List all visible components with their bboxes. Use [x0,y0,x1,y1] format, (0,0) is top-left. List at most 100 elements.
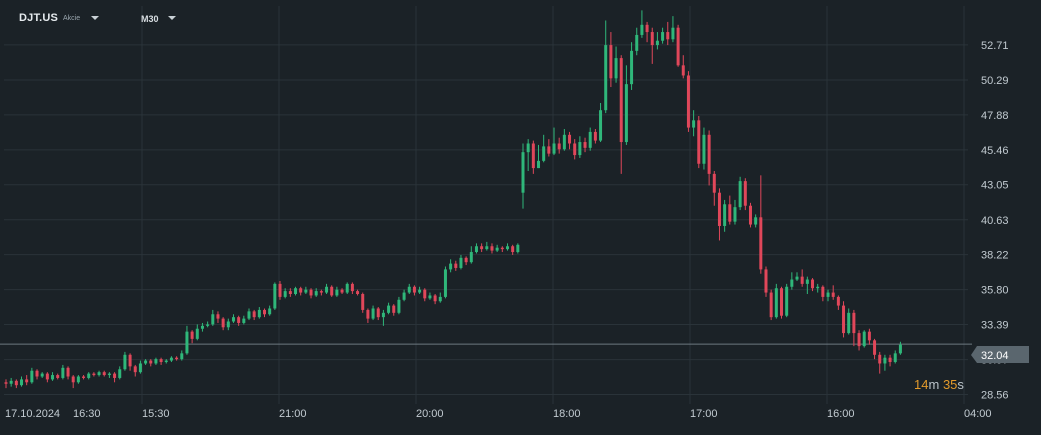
candle [816,283,820,293]
candle-body [242,318,246,323]
candle-body [697,120,701,164]
candle-body [655,40,659,46]
candle [273,282,277,310]
candle [190,330,194,344]
candle [66,366,70,380]
candle [485,241,489,251]
candle-body [795,276,799,280]
candle [149,359,153,367]
candle [118,366,122,380]
candle-body [361,294,365,310]
candle [340,288,344,295]
candle [407,283,411,295]
candle-body [754,217,758,225]
candle [371,305,375,321]
candle [314,288,318,297]
candle-body [356,291,360,295]
candle-body [190,331,194,339]
candle-body [526,143,530,153]
candle-body [381,312,385,318]
x-axis: 17.10.2024 16:30 15:30 21:00 20:00 18:00 17:00… [5,408,992,420]
candle [697,115,701,169]
candle [733,199,737,225]
candle [867,328,871,345]
candle-body [14,380,18,386]
candle-body [811,279,815,289]
candle [82,375,86,380]
candle-body [206,324,210,326]
candle-body [200,325,204,329]
candle [350,282,354,295]
candle [283,288,287,299]
candle [257,307,261,319]
candle [185,325,189,355]
candle-body [692,120,696,128]
candle-body [154,359,158,364]
candle-body [335,289,339,296]
candle-body [557,143,561,150]
candle-body [790,279,794,287]
countdown-minutes-unit: m [928,377,940,392]
candle-body [568,134,572,144]
candle-body [56,375,60,378]
current-price-tag-shape [971,346,1029,363]
candle-body [9,380,13,384]
timeframe-label[interactable]: M30 [141,14,159,24]
candle [102,370,106,377]
candle-body [247,311,251,319]
candle [754,214,758,228]
candle-body [599,110,603,141]
candle-body [397,299,401,313]
candle [707,130,711,186]
candle [604,20,608,114]
candle-body [748,205,752,225]
candle-body [71,376,75,383]
candle-body [35,370,39,377]
candle-body [562,134,566,150]
symbol-dropdown-icon[interactable] [91,16,99,20]
candle [459,254,463,270]
y-tick-label: 33.39 [981,320,1009,332]
symbol-label[interactable]: DJT.US [19,12,59,24]
candle [71,375,75,389]
candle [878,351,882,374]
y-tick-label: 47.88 [981,110,1009,122]
candle-body [107,373,111,376]
candle [888,354,892,367]
candle [847,308,851,335]
candle-body [578,142,582,156]
candle-body [418,289,422,293]
candle [547,139,551,157]
candle-body [392,305,396,313]
candle-body [278,283,282,297]
candle [583,137,587,153]
candle-body [800,276,804,284]
candle [805,276,809,295]
candle-body [847,312,851,334]
candle-body [175,357,179,360]
candle [640,10,644,38]
candle-body [645,24,649,33]
candle [681,55,685,79]
candle [759,175,763,274]
candle-body [82,376,86,378]
candle [495,244,499,253]
candle [821,285,825,302]
x-tick-label: 21:00 [279,408,307,420]
candle [764,266,768,297]
candle [671,16,675,43]
candle [25,375,29,386]
candle [842,301,846,338]
candle [893,350,897,364]
current-price-tag: 32.04 [971,346,1029,363]
candle-body [552,143,556,154]
candle-body [51,375,55,380]
candle-body [252,311,256,318]
candle-body [707,134,711,174]
candle-body [681,65,685,76]
timeframe-dropdown-icon[interactable] [168,16,176,20]
candle [325,283,329,295]
candle-body [309,289,313,296]
